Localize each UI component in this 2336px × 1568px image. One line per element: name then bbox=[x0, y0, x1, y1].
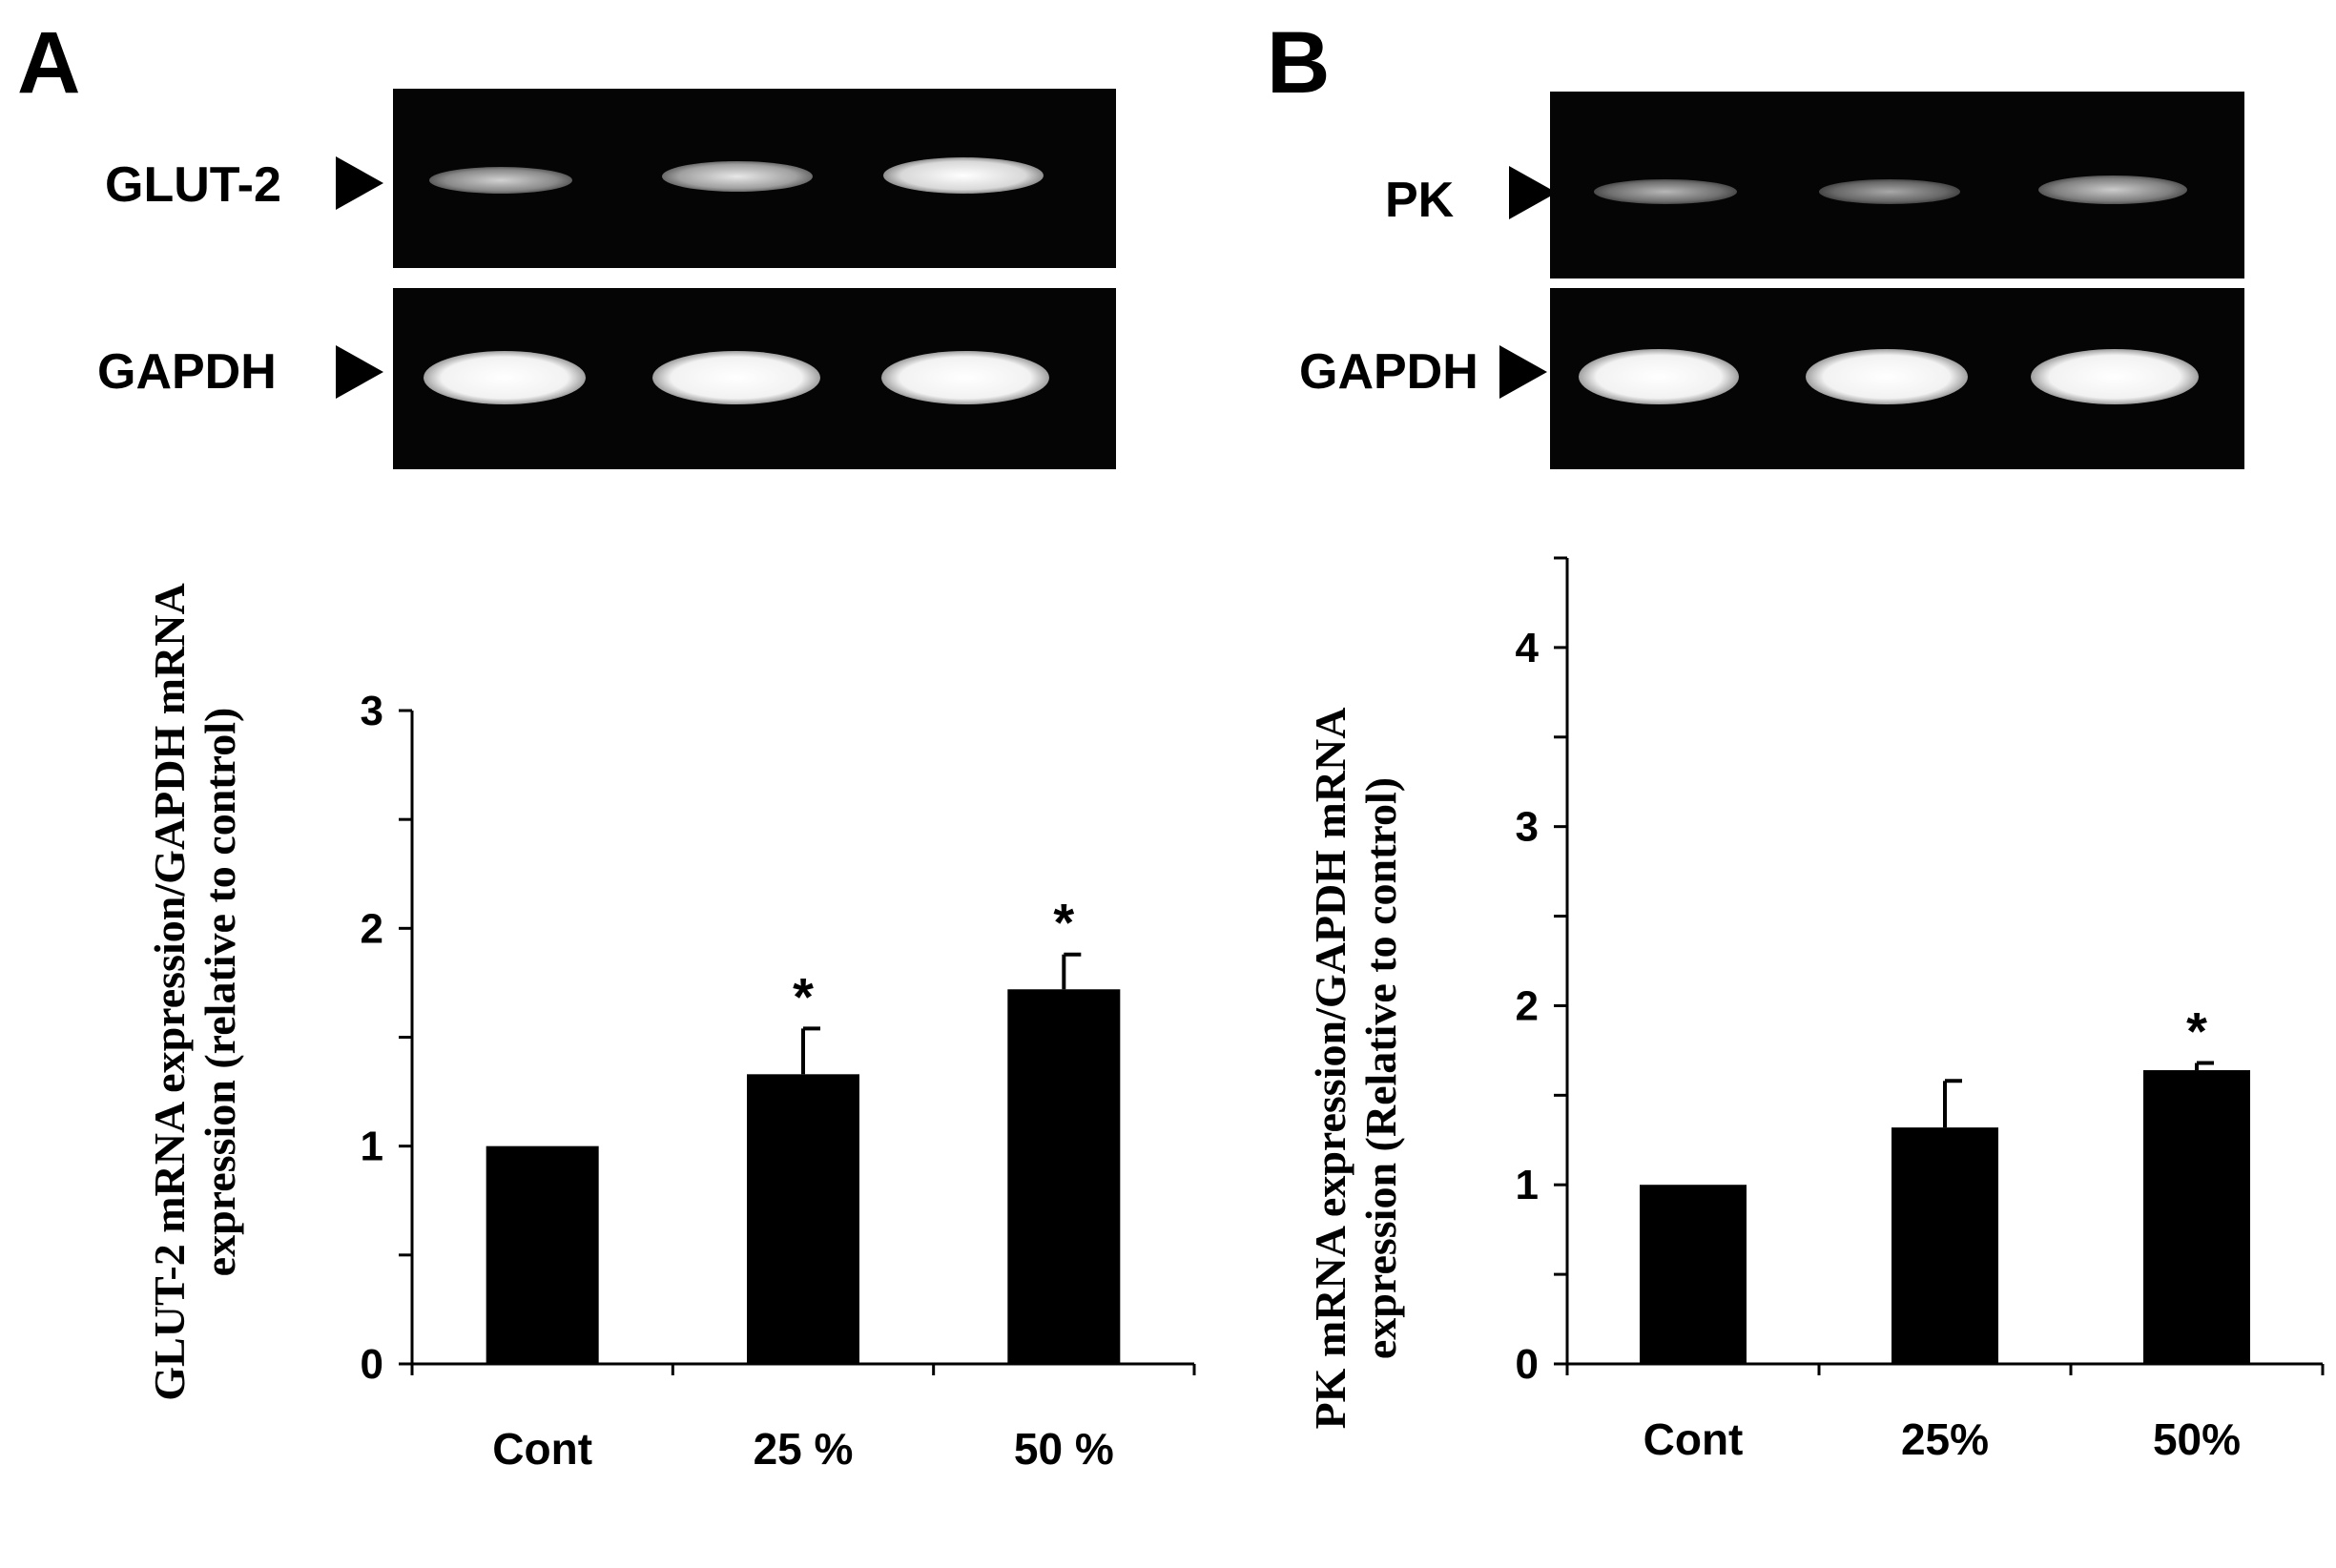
chart-b-bar bbox=[2143, 1070, 2250, 1364]
gel-band bbox=[883, 157, 1044, 194]
gel-band bbox=[1594, 179, 1737, 204]
gel-band bbox=[1806, 349, 1968, 404]
gel-b-control-image bbox=[1550, 288, 2244, 469]
gel-band bbox=[1819, 179, 1960, 204]
chart-b-bar bbox=[1640, 1185, 1747, 1364]
gel-a-control-label: GAPDH bbox=[97, 344, 277, 400]
chart-a-bar bbox=[486, 1145, 599, 1364]
chart-b: 0 1 2 3 4 Cont 25% * 50% bbox=[1516, 556, 2325, 1464]
chart-b-significance-marker: * bbox=[2186, 1001, 2207, 1062]
gel-band bbox=[2031, 349, 2199, 404]
gel-a-target-label: GLUT-2 bbox=[105, 157, 281, 213]
chart-a-y-tick-label: 3 bbox=[361, 688, 383, 734]
chart-a-significance-marker: * bbox=[793, 966, 814, 1026]
gel-a-control-arrow-icon bbox=[336, 345, 383, 399]
gel-band bbox=[662, 161, 813, 192]
chart-b-y-tick-label: 0 bbox=[1516, 1341, 1539, 1388]
gel-band bbox=[1579, 349, 1739, 404]
chart-b-y-tick-label: 2 bbox=[1516, 982, 1539, 1029]
chart-b-category-label: Cont bbox=[1643, 1414, 1744, 1464]
gel-band bbox=[2038, 175, 2187, 204]
gel-band bbox=[881, 351, 1049, 404]
gel-b-control-label: GAPDH bbox=[1299, 344, 1478, 400]
gel-band bbox=[652, 351, 820, 404]
gel-b-target-label: PK bbox=[1385, 173, 1455, 228]
chart-a-category-label: 50 % bbox=[1014, 1424, 1114, 1474]
gel-a-control-image bbox=[393, 288, 1116, 469]
chart-a-y-tick-label: 2 bbox=[361, 905, 383, 952]
chart-a-bar bbox=[747, 1074, 859, 1364]
chart-a-y-tick-label: 1 bbox=[361, 1124, 383, 1170]
panel-a-letter: A bbox=[17, 14, 81, 112]
chart-b-y-tick-label: 3 bbox=[1516, 804, 1539, 851]
panel-b-letter: B bbox=[1267, 14, 1331, 112]
gel-a-target-arrow-icon bbox=[336, 156, 383, 210]
chart-b-category-label: 25% bbox=[1901, 1414, 1989, 1464]
chart-a-y-tick-label: 0 bbox=[361, 1341, 383, 1388]
chart-a-significance-marker: * bbox=[1053, 893, 1074, 953]
chart-b-bar bbox=[1892, 1127, 1998, 1364]
chart-b-y-tick-label: 4 bbox=[1516, 625, 1540, 671]
chart-a-bar bbox=[1007, 989, 1121, 1364]
gel-band bbox=[424, 351, 586, 404]
chart-a: 0 1 2 3 Cont * 25 % * 50 % bbox=[361, 688, 1196, 1474]
gel-band bbox=[429, 167, 572, 194]
chart-a-category-label: 25 % bbox=[754, 1424, 854, 1474]
chart-b-category-label: 50% bbox=[2153, 1414, 2241, 1464]
chart-a-category-label: Cont bbox=[492, 1424, 592, 1474]
gel-b-target-image bbox=[1550, 92, 2244, 279]
gel-a-target-image bbox=[393, 89, 1116, 268]
chart-b-y-tick-label: 1 bbox=[1516, 1162, 1539, 1208]
gel-b-target-arrow-icon bbox=[1509, 166, 1557, 219]
gel-b-control-arrow-icon bbox=[1499, 345, 1547, 399]
